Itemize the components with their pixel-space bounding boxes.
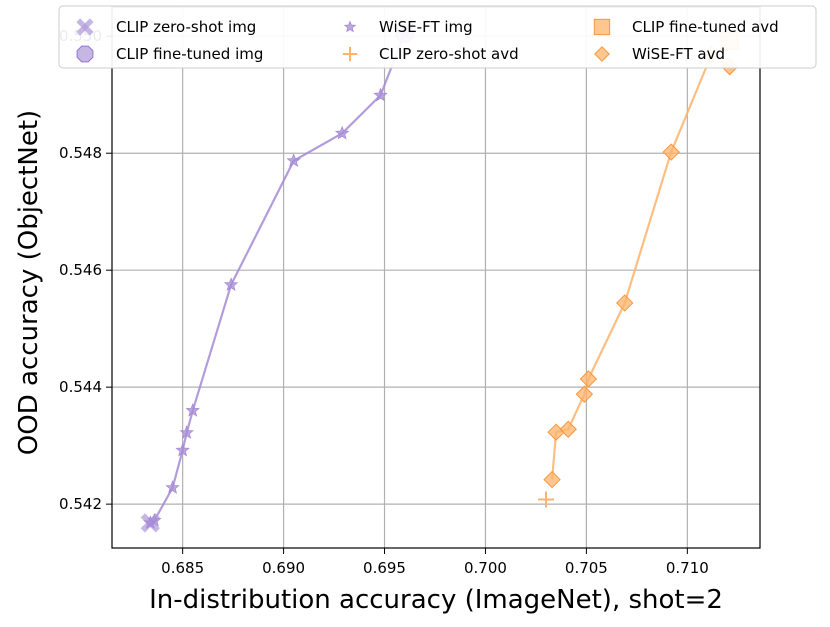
y-axis-label: OOD accuracy (ObjectNet) — [14, 110, 44, 455]
star-marker — [147, 512, 162, 527]
grid-lines — [112, 7, 760, 548]
plot-area — [111, 6, 761, 549]
y-tick-label: 0.548 — [59, 144, 102, 162]
data-point — [547, 423, 565, 441]
data-point — [575, 385, 594, 403]
series-line — [550, 52, 731, 480]
x-tick-label: 0.690 — [262, 559, 305, 577]
x-tick-label: 0.700 — [464, 559, 507, 577]
legend-label: CLIP fine-tuned avd — [632, 18, 779, 36]
star-marker — [223, 277, 239, 291]
star-marker — [185, 402, 200, 417]
diamond-marker — [543, 470, 561, 489]
legend-label: WiSE-FT img — [379, 18, 473, 36]
legend-marker — [76, 45, 94, 63]
legend: CLIP zero-shot img CLIP fine-tuned img WiS… — [58, 5, 817, 69]
data-point — [223, 277, 239, 291]
diamond-marker — [575, 385, 594, 403]
diamond-marker — [547, 423, 565, 441]
star-marker — [334, 125, 350, 140]
octagon-marker — [76, 45, 94, 63]
data-point — [373, 87, 388, 102]
data-point — [559, 420, 577, 438]
data-point — [175, 442, 190, 457]
star-marker — [373, 87, 388, 102]
data-point — [179, 425, 194, 439]
x-tick-label: 0.685 — [161, 559, 204, 577]
x-tick-label: 0.695 — [363, 559, 406, 577]
diamond-marker — [616, 294, 634, 312]
data-point — [147, 512, 162, 527]
y-tick-label: 0.546 — [59, 261, 102, 279]
data-point — [286, 153, 301, 167]
data-point — [334, 125, 350, 140]
legend-marker — [593, 18, 611, 36]
x-tick-label: 0.705 — [565, 559, 608, 577]
data-point — [662, 143, 680, 161]
diamond-marker — [662, 143, 680, 161]
legend-marker — [76, 18, 94, 36]
data-point — [616, 294, 634, 312]
data-point — [538, 491, 555, 508]
legend-box — [58, 5, 817, 69]
star-marker — [179, 425, 194, 439]
x-tick-label: 0.710 — [666, 559, 709, 577]
diamond-marker — [559, 420, 577, 438]
diamond-marker — [579, 370, 598, 388]
legend-label: CLIP zero-shot avd — [379, 45, 519, 63]
star-marker — [165, 480, 180, 494]
data-point — [543, 470, 561, 489]
star-marker — [175, 442, 190, 457]
y-tick-label: 0.544 — [59, 378, 102, 396]
star-marker — [286, 153, 301, 167]
data-point — [185, 402, 200, 417]
data-point — [579, 370, 598, 388]
x-marker-b — [76, 18, 94, 36]
y-tick-label: 0.542 — [59, 495, 102, 513]
legend-label: WiSE-FT avd — [632, 45, 725, 63]
legend-label: CLIP zero-shot img — [116, 18, 256, 36]
star-marker — [343, 20, 357, 33]
legend-marker — [342, 46, 358, 62]
series-markers — [140, 24, 739, 533]
series-line — [149, 32, 406, 524]
data-point — [165, 480, 180, 494]
square-marker — [593, 18, 611, 36]
diamond-marker — [594, 46, 610, 62]
x-axis-ticks: 0.685 0.690 0.695 0.700 0.705 0.710 — [161, 548, 709, 577]
legend-label: CLIP fine-tuned img — [116, 45, 263, 63]
legend-marker — [594, 46, 610, 62]
series-lines — [149, 32, 731, 524]
x-axis-label: In-distribution accuracy (ImageNet), sho… — [149, 585, 723, 615]
legend-marker — [343, 20, 357, 33]
